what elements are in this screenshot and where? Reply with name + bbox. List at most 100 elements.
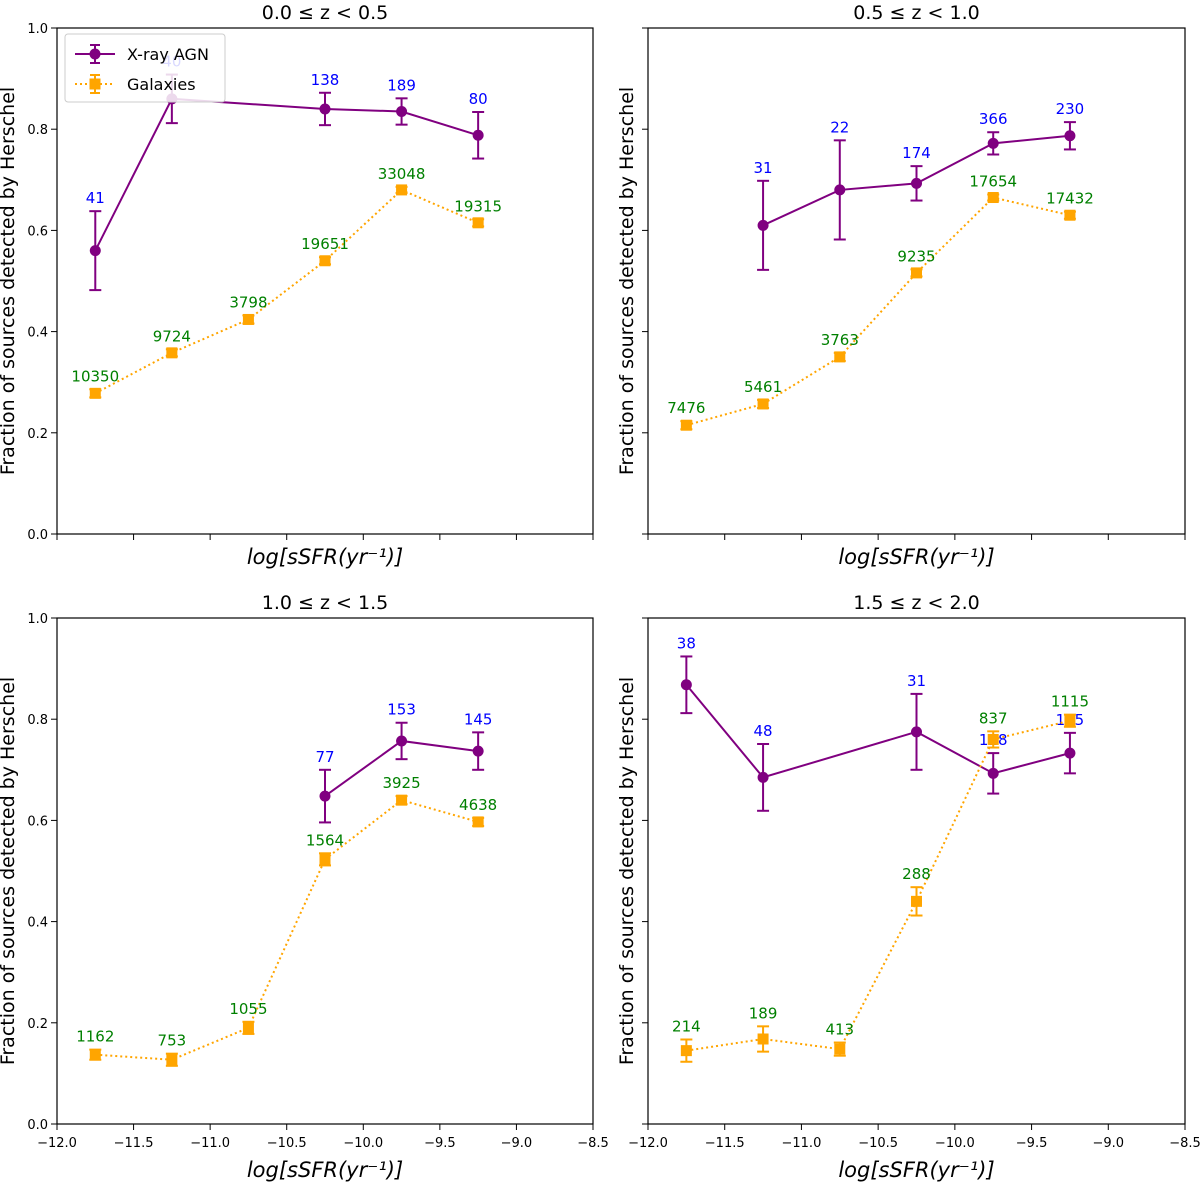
series-line [685, 684, 1071, 779]
series-galaxies: 1162 753 1055 1564 3925 4638 [76, 774, 497, 1067]
chart-title: 0.5 ≤ z < 1.0 [853, 2, 979, 24]
chart-title: 0.0 ≤ z < 0.5 [262, 2, 388, 24]
x-tick-label: −8.5 [577, 1136, 609, 1151]
y-tick-label: 0.6 [27, 814, 48, 829]
series-line [686, 719, 1071, 1052]
data-point [757, 219, 769, 231]
data-point [757, 771, 769, 783]
data-point [319, 103, 331, 115]
series-line [94, 188, 479, 395]
data-label: 214 [672, 1017, 701, 1035]
data-label: 9235 [897, 247, 935, 265]
data-label: 3925 [382, 774, 420, 792]
data-label: 153 [387, 701, 416, 719]
data-point [911, 895, 922, 907]
y-axis-label: Fraction of sources detected by Herschel [616, 677, 638, 1065]
legend-label: X-ray AGN [127, 45, 209, 64]
data-label: 9724 [153, 327, 191, 345]
data-point [1064, 715, 1076, 727]
data-point [472, 816, 484, 828]
data-point [757, 398, 769, 410]
data-label: 1162 [76, 1028, 114, 1046]
chart-panel-4: 1.5 ≤ z < 2.0 −12.0 −11.5 −11.0 −10.5 −10.0 −9… [616, 592, 1200, 1182]
data-label: 80 [469, 90, 488, 108]
y-tick-label: 0.4 [27, 326, 48, 341]
y-tick-label: 1.0 [27, 612, 48, 627]
data-point [166, 347, 178, 359]
data-label: 145 [464, 710, 493, 728]
data-point [89, 245, 101, 257]
data-point [319, 790, 331, 802]
data-label: 189 [387, 76, 416, 94]
x-axis-label: log[sSFR(yr⁻¹)] [838, 545, 994, 569]
chart-panel-3: 1.0 ≤ z < 1.5 0.0 0.2 0.4 0.6 0.8 1.0 −12.0 −11.… [0, 592, 609, 1182]
data-point [987, 733, 999, 745]
chart-panel-1: 0.0 ≤ z < 0.5 0.0 0.2 0.4 0.6 0.8 1.0 log[sSFR(… [0, 2, 594, 569]
data-point [89, 1049, 101, 1061]
data-point [680, 679, 692, 691]
y-tick-label: 0.4 [27, 916, 48, 931]
data-label: 3763 [821, 331, 859, 349]
legend-label: Galaxies [127, 75, 196, 94]
y-tick-label: 0.0 [27, 528, 48, 543]
data-point [987, 767, 999, 779]
chart-title: 1.5 ≤ z < 2.0 [853, 592, 979, 614]
data-point [319, 255, 331, 267]
data-point [911, 267, 922, 279]
data-label: 366 [979, 110, 1008, 128]
data-point [834, 184, 846, 196]
x-tick-label: −9.0 [501, 1136, 533, 1151]
data-label: 31 [754, 159, 773, 177]
data-point [396, 735, 408, 747]
data-point [166, 1054, 178, 1066]
x-tick-label: −8.5 [1169, 1136, 1200, 1151]
data-point [396, 105, 408, 117]
y-axis-label: Fraction of sources detected by Herschel [0, 87, 19, 475]
series-galaxies: 214 189 413 288 837 1115 [672, 693, 1089, 1063]
y-tick-label: 0.0 [27, 1118, 48, 1133]
data-label: 17654 [969, 172, 1017, 190]
series-xray-agn: 384831128125 [677, 634, 1084, 812]
data-label: 230 [1056, 100, 1085, 118]
y-tick-label: 1.0 [27, 22, 48, 37]
x-tick-label: −11.0 [190, 1136, 230, 1151]
data-point [834, 1043, 846, 1055]
data-point [680, 419, 692, 431]
y-tick-label: 0.8 [27, 713, 48, 728]
series-galaxies: 7476 5461 3763 9235 17654 17432 [667, 172, 1094, 431]
data-point [242, 313, 254, 325]
series-galaxies: 10350 9724 3798 19651 33048 19315 [71, 165, 502, 399]
plot-frame [647, 27, 1186, 535]
data-point [987, 137, 999, 149]
data-label: 48 [754, 722, 773, 740]
data-point [396, 184, 408, 196]
legend-marker [89, 78, 101, 90]
data-point [911, 726, 922, 738]
x-tick-label: −10.5 [858, 1136, 898, 1151]
data-label: 174 [902, 144, 931, 162]
data-label: 19651 [301, 235, 349, 253]
y-tick-label: 0.2 [27, 1017, 48, 1032]
data-point [680, 1045, 692, 1057]
data-label: 5461 [744, 378, 782, 396]
data-label: 17432 [1046, 190, 1094, 208]
x-tick-label: −11.0 [782, 1136, 822, 1151]
plot-frame [56, 27, 594, 535]
data-point [1064, 130, 1076, 142]
x-tick-label: −9.0 [1092, 1136, 1124, 1151]
legend-marker [89, 48, 101, 60]
data-label: 753 [158, 1032, 187, 1050]
data-point [1064, 209, 1076, 221]
data-label: 38 [677, 634, 696, 652]
y-axis-label: Fraction of sources detected by Herschel [616, 87, 638, 475]
data-label: 138 [311, 71, 340, 89]
data-point [242, 1022, 254, 1034]
data-point [1064, 747, 1076, 759]
data-label: 33048 [378, 165, 426, 183]
data-label: 7476 [667, 399, 705, 417]
x-tick-label: −11.5 [114, 1136, 154, 1151]
data-label: 837 [979, 709, 1008, 727]
plot-frame [647, 617, 1186, 1125]
data-label: 10350 [71, 367, 119, 385]
